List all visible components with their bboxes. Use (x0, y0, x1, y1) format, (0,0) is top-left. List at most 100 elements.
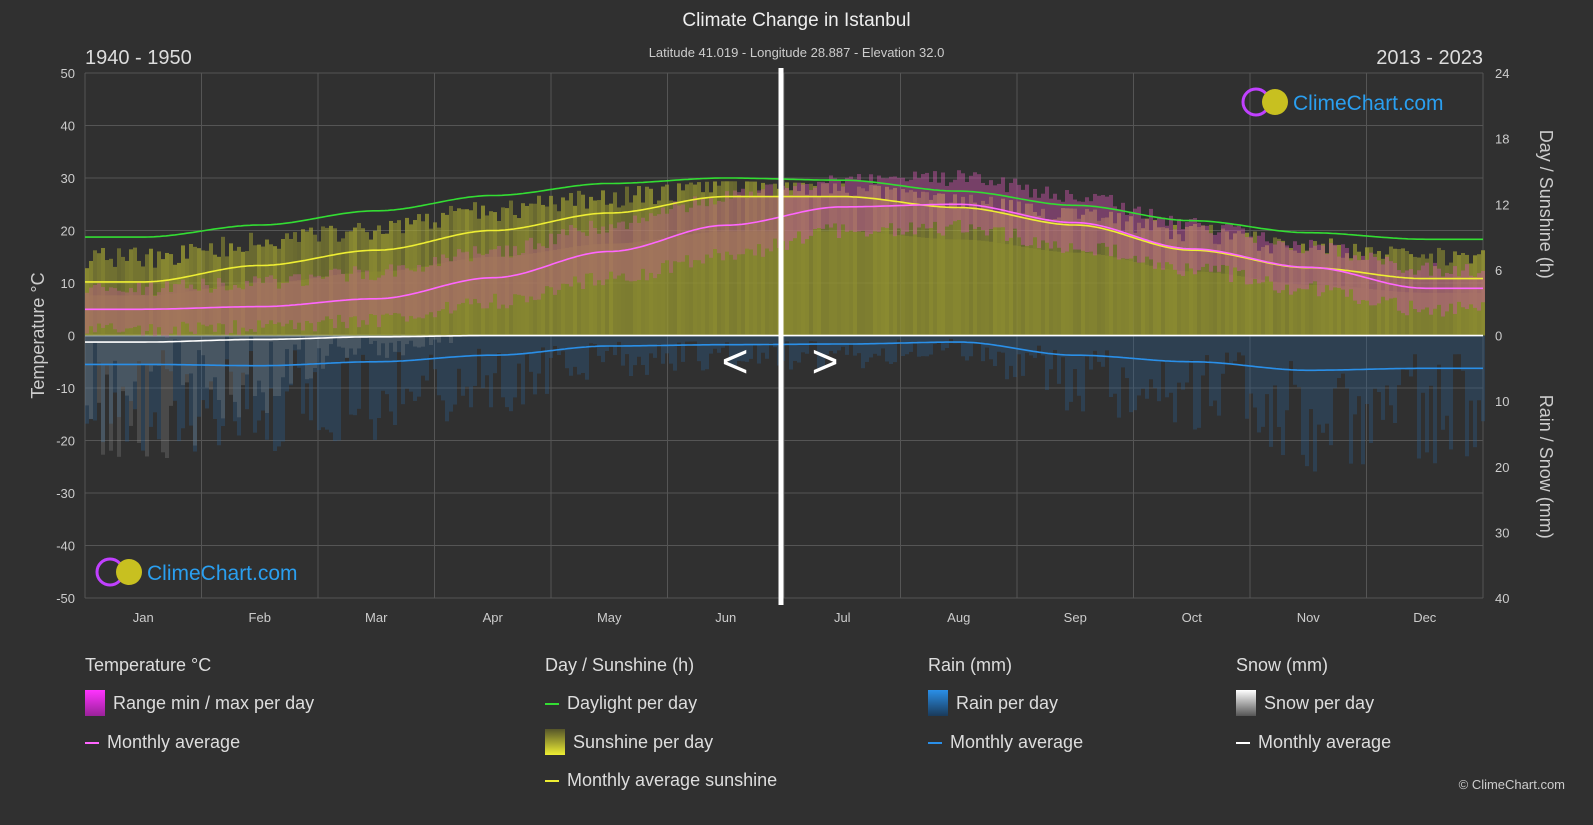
temp-range-bar (1001, 177, 1005, 228)
legend-temp-avg: Monthly average (85, 732, 240, 753)
rain-bar (601, 335, 605, 363)
rain-bar (989, 335, 993, 360)
rain-bar (1125, 335, 1129, 379)
temp-range-bar (849, 176, 853, 231)
sunshine-bar (653, 239, 657, 336)
sunshine-bar (177, 292, 181, 336)
sunshine-bar (901, 235, 905, 336)
sunshine-bar (1229, 274, 1233, 336)
rain-bar (957, 335, 961, 344)
sunshine-bar (257, 283, 261, 336)
rain-bar (281, 335, 285, 442)
temp-range-bar (1405, 270, 1409, 316)
snow-bar (169, 335, 173, 406)
temp-range-bar (1277, 240, 1281, 293)
temp-range-bar (689, 207, 693, 268)
logo-sun-icon (1262, 89, 1288, 115)
sunshine-bar (645, 240, 649, 336)
rain-bar (985, 335, 989, 348)
sunshine-bar (785, 231, 789, 336)
sunshine-bar (1157, 267, 1161, 336)
sunshine-bar (153, 295, 157, 336)
sunshine-bar (1297, 284, 1301, 336)
snow-bar (201, 335, 205, 356)
next-arrow[interactable]: > (812, 335, 839, 387)
rain-bar (1297, 335, 1301, 388)
sunshine-bar (913, 236, 917, 336)
rain-bar (737, 335, 741, 361)
temp-range-bar (253, 276, 257, 332)
sunshine-bar (885, 233, 889, 336)
rain-bar (1033, 335, 1037, 358)
snow-bar (193, 335, 197, 446)
sunshine-bar (601, 243, 605, 336)
snow-bar (237, 335, 241, 418)
rain-bar (837, 335, 841, 351)
rain-bar (101, 335, 105, 443)
sunshine-bar (933, 238, 937, 336)
rain-bar (221, 335, 225, 427)
sunshine-bar (469, 258, 473, 336)
sunshine-bar (513, 255, 517, 336)
sunshine-bar (1117, 258, 1121, 336)
sunshine-bar (809, 231, 813, 336)
rain-bar (1225, 335, 1229, 353)
rain-bar (701, 335, 705, 371)
temp-range-bar (461, 252, 465, 303)
rain-bar (557, 335, 561, 356)
rain-bar (1177, 335, 1181, 383)
rain-bar (1089, 335, 1093, 370)
sunshine-bar (1461, 292, 1465, 336)
temp-range-bar (1061, 201, 1065, 253)
rain-bar (913, 335, 917, 342)
logo-bottom[interactable]: ClimeChart.com (95, 557, 298, 587)
rain-bar (561, 335, 565, 352)
rain-bar (1389, 335, 1393, 406)
sunshine-bar (429, 265, 433, 336)
rain-bar (773, 335, 777, 348)
temp-range-bar (349, 273, 353, 318)
logo-top[interactable]: ClimeChart.com (1241, 87, 1444, 117)
temp-range-bar (597, 233, 601, 281)
sunshine-bar (561, 248, 565, 336)
temp-range-bar (857, 174, 861, 232)
temp-range-bar (1161, 217, 1165, 270)
sunshine-bar (1457, 292, 1461, 336)
temp-range-bar (753, 196, 757, 256)
legend-rain-avg: Monthly average (928, 732, 1083, 753)
rain-bar (1381, 335, 1385, 420)
temp-range-bar (541, 246, 545, 294)
rain-bar (965, 335, 969, 361)
rain-bar (525, 335, 529, 355)
prev-arrow[interactable]: < (722, 335, 749, 387)
snow-bar (265, 335, 269, 414)
rain-bar (453, 335, 457, 405)
rain-bar (309, 335, 313, 421)
temp-range-bar (769, 184, 773, 252)
snow-bar (121, 335, 125, 392)
sunshine-bar (697, 233, 701, 336)
sunshine-bar (661, 238, 665, 336)
temp-range-bar (801, 184, 805, 244)
period-left: 1940 - 1950 (85, 47, 192, 69)
sunshine-bar (1033, 248, 1037, 336)
rain-bar (353, 335, 357, 416)
sunshine-bar (1385, 290, 1389, 336)
line-swatch-icon (1236, 741, 1250, 744)
rain-bar (1413, 335, 1417, 355)
rain-bar (293, 335, 297, 351)
temp-range-bar (1249, 236, 1253, 285)
rain-bar (1085, 335, 1089, 356)
temp-range-bar (1097, 195, 1101, 244)
rain-bar (1349, 335, 1353, 464)
temp-range-bar (1433, 262, 1437, 309)
sunshine-bar (629, 242, 633, 336)
rain-bar (937, 335, 941, 342)
rain-bar (1333, 335, 1337, 389)
temp-range-bar (957, 170, 961, 221)
sunshine-bar (841, 231, 845, 336)
sunshine-bar (557, 249, 561, 336)
legend-label: Snow per day (1264, 692, 1375, 713)
rain-bar (1229, 335, 1233, 364)
sunshine-bar (273, 282, 277, 336)
